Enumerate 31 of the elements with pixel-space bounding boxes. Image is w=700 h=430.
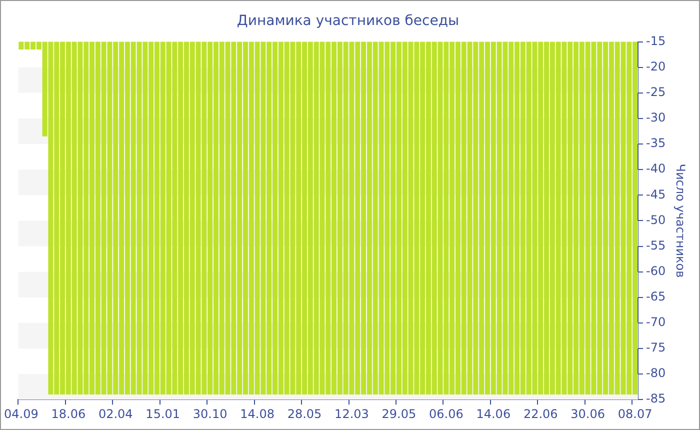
y-tick-label: -30: [646, 110, 666, 125]
y-tick-label: -50: [646, 212, 666, 227]
y-tick-label: -35: [646, 136, 666, 150]
x-tick-label: 02.04: [98, 406, 133, 421]
chart-title: Динамика участников беседы: [236, 13, 460, 30]
x-tick-label: 22.06: [523, 406, 558, 421]
y-tick-label: -40: [646, 162, 666, 176]
x-tick-label: 28.05: [287, 406, 322, 421]
x-tick-label: 06.06: [428, 406, 464, 421]
y-tick-label: -85: [646, 392, 666, 406]
x-tick-label: 30.10: [192, 406, 228, 421]
x-tick-label: 14.06: [476, 406, 511, 421]
x-tick-label: 15.01: [146, 406, 180, 421]
x-tick-label: 29.05: [382, 406, 416, 421]
x-tick-label: 12.03: [334, 406, 369, 421]
x-tick-label: 04.09: [4, 406, 38, 421]
y-tick-label: -65: [646, 289, 666, 304]
y-tick-label: -80: [646, 366, 666, 380]
x-tick-label: 30.06: [570, 406, 606, 421]
y-axis-title: Число участников: [674, 164, 688, 278]
x-tick-label: 08.07: [618, 406, 652, 421]
y-tick-label: -15: [646, 34, 666, 48]
y-tick-label: -25: [646, 85, 666, 100]
y-tick-label: -55: [646, 238, 666, 252]
y-tick-label: -60: [646, 264, 666, 278]
y-tick-label: -45: [646, 187, 666, 202]
y-tick-label: -20: [646, 59, 666, 74]
y-tick-label: -75: [646, 340, 666, 355]
x-tick-label: 18.06: [51, 406, 86, 421]
x-tick-label: 14.08: [240, 406, 274, 421]
y-tick-label: -70: [646, 315, 666, 330]
